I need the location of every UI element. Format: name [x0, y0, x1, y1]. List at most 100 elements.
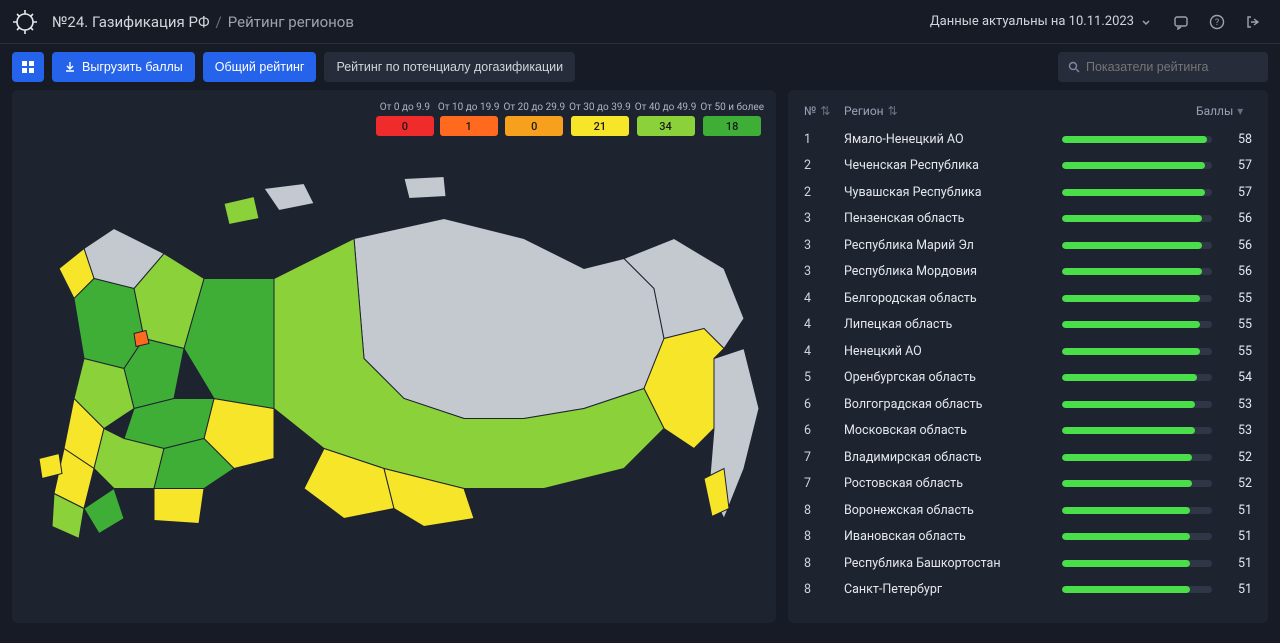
legend-label: От 10 до 19.9 — [438, 102, 500, 113]
cell-score: 56 — [1222, 211, 1252, 226]
feedback-icon[interactable] — [1166, 7, 1196, 37]
table-row[interactable]: 3 Пензенская область 56 — [804, 206, 1252, 233]
cell-region: Волгоградская область — [844, 397, 1062, 412]
cell-region: Республика Мордовия — [844, 264, 1062, 279]
search-input[interactable] — [1086, 60, 1258, 74]
export-button[interactable]: Выгрузить баллы — [52, 52, 195, 82]
legend-item[interactable]: От 50 и более 18 — [700, 102, 764, 136]
cell-bar — [1062, 507, 1222, 514]
table-row[interactable]: 7 Ростовская область 52 — [804, 471, 1252, 498]
cell-rank: 4 — [804, 291, 844, 306]
logout-icon[interactable] — [1238, 7, 1268, 37]
cell-score: 55 — [1222, 344, 1252, 359]
cell-bar — [1062, 162, 1222, 169]
cell-region: Санкт-Петербург — [844, 582, 1062, 597]
col-header-region[interactable]: Регион⇅ — [844, 104, 1036, 118]
table-header: №⇅ Регион⇅ Баллы▾ — [804, 100, 1252, 126]
col-header-score[interactable]: Баллы▾ — [1196, 104, 1252, 118]
legend-swatch: 34 — [637, 116, 695, 136]
legend-item[interactable]: От 0 до 9.9 0 — [376, 102, 434, 136]
table-row[interactable]: 2 Чувашская Республика 57 — [804, 179, 1252, 206]
cell-rank: 3 — [804, 238, 844, 253]
grid-view-button[interactable] — [12, 52, 44, 82]
legend-item[interactable]: От 20 до 29.9 0 — [503, 102, 565, 136]
cell-rank: 2 — [804, 158, 844, 173]
table-row[interactable]: 8 Санкт-Петербург 51 — [804, 577, 1252, 604]
cell-score: 57 — [1222, 158, 1252, 173]
cell-score: 51 — [1222, 556, 1252, 571]
table-row[interactable]: 6 Волгоградская область 53 — [804, 391, 1252, 418]
cell-score: 55 — [1222, 291, 1252, 306]
breadcrumb-sub: Рейтинг регионов — [228, 13, 354, 31]
table-row[interactable]: 8 Республика Башкортостан 51 — [804, 550, 1252, 577]
data-date-label: Данные актуальны на 10.11.2023 — [930, 14, 1134, 29]
legend-item[interactable]: От 10 до 19.9 1 — [438, 102, 500, 136]
legend-item[interactable]: От 30 до 39.9 21 — [569, 102, 631, 136]
map-legend: От 0 до 9.9 0От 10 до 19.9 1От 20 до 29.… — [24, 102, 764, 136]
cell-score: 56 — [1222, 238, 1252, 253]
legend-label: От 0 до 9.9 — [380, 102, 430, 113]
cell-region: Московская область — [844, 423, 1062, 438]
cell-region: Пензенская область — [844, 211, 1062, 226]
table-row[interactable]: 8 Воронежская область 51 — [804, 497, 1252, 524]
cell-bar — [1062, 136, 1222, 143]
table-row[interactable]: 1 Ямало-Ненецкий АО 58 — [804, 126, 1252, 153]
cell-bar — [1062, 295, 1222, 302]
cell-bar — [1062, 560, 1222, 567]
cell-score: 53 — [1222, 423, 1252, 438]
table-row[interactable]: 5 Оренбургская область 54 — [804, 365, 1252, 392]
help-icon[interactable]: ? — [1202, 7, 1232, 37]
cell-rank: 6 — [804, 423, 844, 438]
cell-score: 51 — [1222, 529, 1252, 544]
breadcrumb-main[interactable]: №24. Газификация РФ — [52, 13, 210, 31]
col-header-rank[interactable]: №⇅ — [804, 104, 844, 118]
cell-score: 56 — [1222, 264, 1252, 279]
table-row[interactable]: 3 Республика Марий Эл 56 — [804, 232, 1252, 259]
table-row[interactable]: 6 Московская область 53 — [804, 418, 1252, 445]
ranking-table: №⇅ Регион⇅ Баллы▾ 1 Ямало-Ненецкий АО 58… — [788, 90, 1268, 623]
cell-bar — [1062, 586, 1222, 593]
cell-region: Ямало-Ненецкий АО — [844, 132, 1062, 147]
table-row[interactable]: 3 Республика Мордовия 56 — [804, 259, 1252, 286]
table-row[interactable]: 4 Белгородская область 55 — [804, 285, 1252, 312]
map-panel: От 0 до 9.9 0От 10 до 19.9 1От 20 до 29.… — [12, 90, 776, 623]
search-box[interactable] — [1058, 52, 1268, 82]
map-area[interactable] — [24, 146, 764, 611]
legend-swatch: 21 — [571, 116, 629, 136]
cell-region: Оренбургская область — [844, 370, 1062, 385]
table-row[interactable]: 7 Владимирская область 52 — [804, 444, 1252, 471]
app-logo — [12, 9, 38, 35]
cell-rank: 5 — [804, 370, 844, 385]
cell-region: Владимирская область — [844, 450, 1062, 465]
table-row[interactable]: 2 Чеченская Республика 57 — [804, 153, 1252, 180]
table-body[interactable]: 1 Ямало-Ненецкий АО 58 2 Чеченская Респу… — [804, 126, 1252, 617]
russia-map[interactable] — [24, 146, 764, 611]
cell-rank: 4 — [804, 344, 844, 359]
cell-region: Чеченская Республика — [844, 158, 1062, 173]
cell-bar — [1062, 268, 1222, 275]
legend-swatch: 18 — [703, 116, 761, 136]
cell-rank: 4 — [804, 317, 844, 332]
content-area: От 0 до 9.9 0От 10 до 19.9 1От 20 до 29.… — [0, 90, 1280, 635]
cell-rank: 3 — [804, 264, 844, 279]
tab-potential[interactable]: Рейтинг по потенциалу догазификации — [324, 52, 575, 82]
cell-region: Воронежская область — [844, 503, 1062, 518]
table-row[interactable]: 8 Ивановская область 51 — [804, 524, 1252, 551]
toolbar: Выгрузить баллы Общий рейтинг Рейтинг по… — [0, 44, 1280, 90]
legend-label: От 40 до 49.9 — [635, 102, 697, 113]
cell-score: 57 — [1222, 185, 1252, 200]
cell-region: Республика Марий Эл — [844, 238, 1062, 253]
table-row[interactable]: 4 Ненецкий АО 55 — [804, 338, 1252, 365]
cell-bar — [1062, 348, 1222, 355]
cell-score: 51 — [1222, 582, 1252, 597]
cell-score: 54 — [1222, 370, 1252, 385]
table-row[interactable]: 4 Липецкая область 55 — [804, 312, 1252, 339]
cell-rank: 1 — [804, 132, 844, 147]
tab-overall[interactable]: Общий рейтинг — [203, 52, 317, 82]
data-date-selector[interactable]: Данные актуальны на 10.11.2023 — [930, 14, 1152, 29]
cell-rank: 8 — [804, 503, 844, 518]
legend-item[interactable]: От 40 до 49.9 34 — [635, 102, 697, 136]
cell-score: 52 — [1222, 476, 1252, 491]
svg-text:?: ? — [1215, 18, 1219, 28]
breadcrumb-separator: / — [216, 13, 222, 31]
